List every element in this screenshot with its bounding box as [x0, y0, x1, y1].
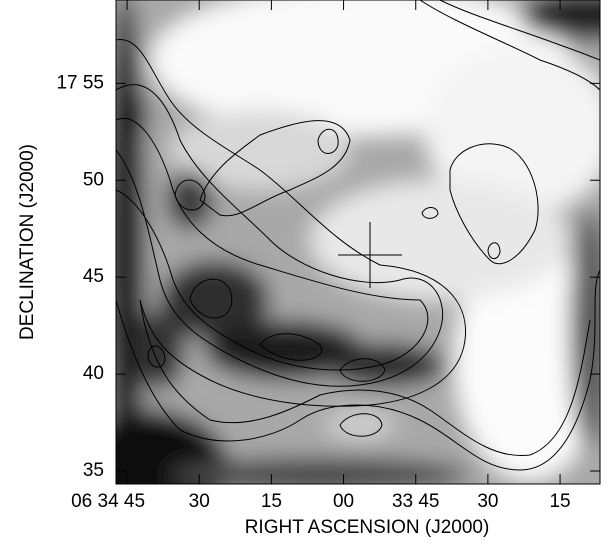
x-tick-label: 30 — [477, 491, 498, 512]
y-tick-label: 35 — [83, 460, 104, 481]
y-tick-label: 50 — [83, 169, 104, 190]
contours — [116, 0, 600, 471]
x-tick-label: 15 — [261, 491, 282, 512]
y-axis-label: DECLINATION (J2000) — [17, 144, 38, 340]
x-axis-label: RIGHT ASCENSION (J2000) — [245, 517, 490, 538]
y-tick-label: 17 55 — [56, 72, 104, 93]
position-marker — [338, 222, 402, 288]
x-tick-label: 00 — [333, 491, 354, 512]
intensity-map — [116, 0, 600, 484]
x-tick-label: 33 45 — [392, 491, 440, 512]
y-tick-label: 40 — [83, 363, 104, 384]
y-tick-label: 45 — [83, 266, 104, 287]
x-tick-label: 30 — [189, 491, 210, 512]
x-tick-label: 15 — [549, 491, 570, 512]
x-tick-label: 06 34 45 — [71, 491, 145, 512]
plot-frame — [115, 0, 601, 485]
